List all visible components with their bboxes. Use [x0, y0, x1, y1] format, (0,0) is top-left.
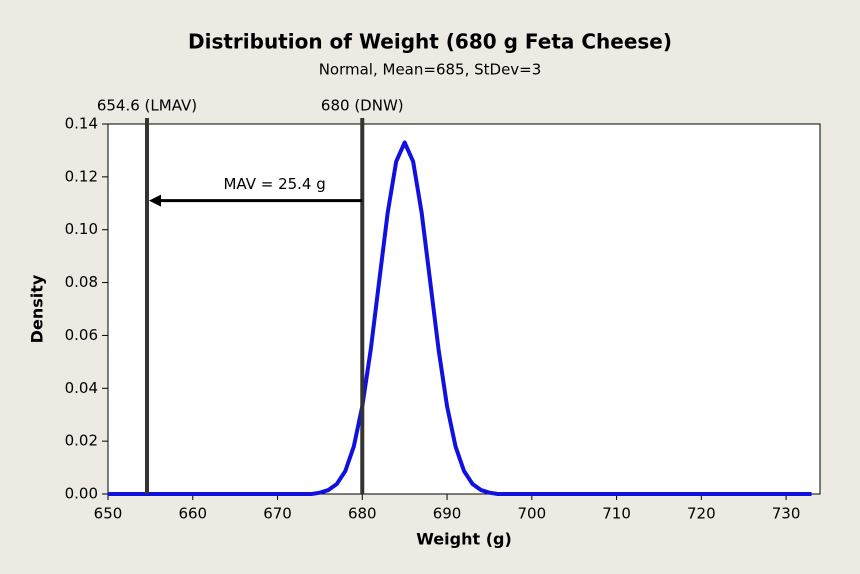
density-curve	[108, 140, 812, 496]
y-tick-label: 0.12	[65, 167, 98, 185]
y-tick-label: 0.10	[65, 220, 98, 238]
x-tick-label: 660	[178, 505, 207, 523]
x-tick-label: 650	[94, 505, 123, 523]
chart-subtitle: Normal, Mean=685, StDev=3	[319, 61, 542, 79]
x-tick-label: 730	[772, 505, 801, 523]
mav-arrowhead	[148, 194, 161, 207]
plot-area	[108, 124, 820, 494]
mav-label: MAV = 25.4 g	[223, 175, 325, 193]
reference-label: 680 (DNW)	[321, 97, 404, 115]
y-tick-label: 0.02	[65, 432, 98, 450]
y-axis-label: Density	[28, 274, 47, 343]
plot-frame	[107, 123, 821, 495]
x-tick-label: 710	[602, 505, 631, 523]
reference-label: 654.6 (LMAV)	[97, 97, 197, 115]
chart-title: Distribution of Weight (680 g Feta Chees…	[188, 30, 672, 54]
x-tick-label: 680	[348, 505, 377, 523]
x-tick-label: 670	[263, 505, 292, 523]
x-axis-label: Weight (g)	[416, 530, 512, 549]
y-tick-label: 0.04	[65, 379, 98, 397]
x-tick-label: 690	[433, 505, 462, 523]
y-tick-label: 0.00	[65, 485, 98, 503]
x-tick-label: 720	[687, 505, 716, 523]
x-tick-label: 700	[517, 505, 546, 523]
y-tick-label: 0.14	[65, 115, 98, 133]
y-tick-label: 0.08	[65, 273, 98, 291]
y-tick-label: 0.06	[65, 326, 98, 344]
